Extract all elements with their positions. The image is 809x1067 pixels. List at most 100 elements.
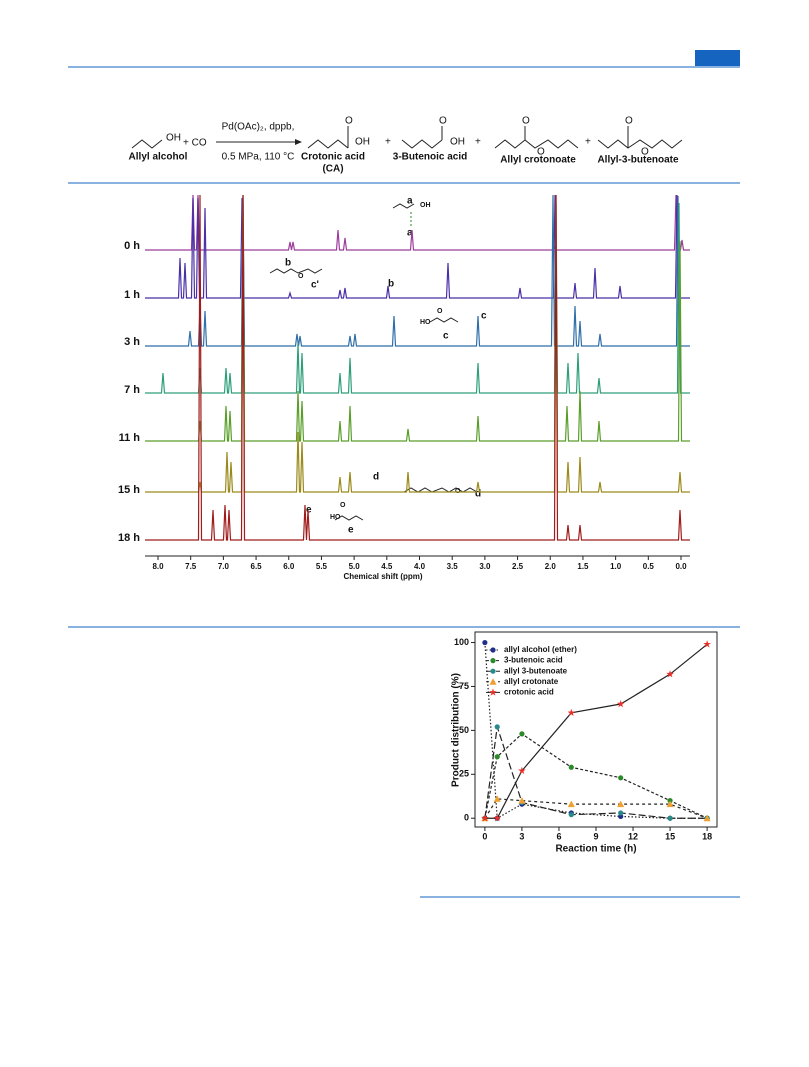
- nmr-tick-label: 7.5: [185, 562, 197, 571]
- legend-label: allyl 3-butenoate: [504, 666, 568, 675]
- marker: [618, 810, 624, 816]
- x-tick-label: 0: [482, 831, 487, 841]
- structure: [269, 268, 323, 274]
- time-label: 18 h: [118, 532, 140, 544]
- marker: [494, 754, 500, 760]
- structure: [494, 139, 579, 149]
- legend-label: crotonic acid: [504, 688, 554, 697]
- nmr-tick-label: 0.5: [643, 562, 655, 571]
- plus: +: [585, 137, 591, 148]
- marker: [519, 731, 525, 737]
- peak-labels: a a OH b b O c' c HO O c d O d e HO O e: [285, 196, 487, 536]
- nmr-tick-label: 2.5: [512, 562, 524, 571]
- peak-label: b: [388, 279, 394, 290]
- marker: [482, 639, 488, 646]
- series-line: [484, 798, 708, 819]
- peak-label: d: [373, 472, 379, 483]
- time-label: 15 h: [118, 484, 140, 496]
- x-tick-label: 18: [702, 831, 712, 841]
- marker: [703, 640, 711, 648]
- atom: HO: [420, 319, 431, 326]
- compound-label: Allyl crotonoate: [500, 155, 576, 166]
- peak-label: e: [306, 505, 312, 516]
- marker: [618, 775, 624, 781]
- legend-marker: [490, 658, 496, 664]
- spectrum-trace: [145, 194, 690, 347]
- atom: O: [345, 116, 353, 127]
- y-tick-label: 75: [459, 681, 469, 691]
- nmr-tick-label: 8.0: [152, 562, 164, 571]
- atom: O: [439, 116, 447, 127]
- x-axis-title: Reaction time (h): [555, 844, 636, 855]
- peak-label: c: [481, 311, 487, 322]
- marker: [667, 798, 673, 804]
- legend-marker: [490, 668, 496, 674]
- marker: [568, 812, 574, 818]
- structure: [334, 515, 364, 521]
- nmr-tick-label: 6.5: [251, 562, 263, 571]
- marker: [616, 700, 625, 708]
- legend-label: allyl alcohol (ether): [504, 645, 577, 654]
- marker: [481, 814, 489, 822]
- x-tick-label: 12: [628, 831, 638, 841]
- x-tick-label: 6: [556, 831, 561, 841]
- peak-label: c': [311, 280, 319, 291]
- compound-label: Crotonic acid: [301, 152, 365, 163]
- nmr-tick-label: 3.5: [447, 562, 459, 571]
- nmr-tick-label: 7.0: [218, 562, 230, 571]
- x-tick-label: 3: [519, 831, 524, 841]
- structure: [597, 139, 683, 149]
- atom: O: [437, 308, 443, 315]
- nmr-tick-label: 3.0: [479, 562, 491, 571]
- legend-marker: [489, 678, 497, 685]
- conditions: Pd(OAc)₂, dppb,: [222, 122, 295, 133]
- marker: [666, 670, 674, 678]
- structure: [131, 139, 163, 149]
- time-label: 3 h: [124, 336, 140, 348]
- atom: O: [641, 147, 649, 158]
- marker: [518, 797, 526, 804]
- time-label: 11 h: [119, 432, 141, 444]
- marker: [494, 724, 500, 730]
- nmr-axis-title: Chemical shift (ppm): [343, 572, 422, 581]
- nmr-tick-label: 4.0: [414, 562, 426, 571]
- y-tick-label: 0: [464, 813, 469, 823]
- compound-label: Allyl alcohol: [129, 152, 188, 163]
- legend-label: 3-butenoic acid: [504, 656, 563, 665]
- arrowhead: [295, 139, 302, 145]
- plus: +: [475, 137, 481, 148]
- atom: O: [625, 116, 633, 127]
- nmr-tick-label: 4.5: [381, 562, 393, 571]
- atom: OH: [450, 137, 465, 148]
- peak-label: a: [407, 228, 413, 239]
- atom: O: [522, 116, 530, 127]
- marker: [666, 800, 674, 808]
- structure: [307, 139, 349, 149]
- structure: [403, 487, 478, 493]
- reagent: + CO: [183, 138, 207, 149]
- atom: OH: [355, 137, 370, 148]
- marker: [567, 800, 575, 808]
- y-tick-label: 25: [459, 769, 469, 779]
- marker: [568, 764, 574, 770]
- legend-marker: [489, 688, 497, 696]
- spectrum-trace: [145, 194, 690, 493]
- atom: O: [340, 502, 346, 509]
- reaction-scheme: OH + CO Pd(OAc)₂, dppb, 0.5 MPa, 110 °C …: [129, 116, 683, 175]
- compound-label: 3-Butenoic acid: [393, 152, 467, 163]
- atom: O: [455, 488, 461, 495]
- nmr-tick-label: 5.0: [349, 562, 361, 571]
- peak-label: c: [443, 331, 449, 342]
- compound-label: Allyl-3-butenoate: [597, 155, 679, 166]
- atom: OH: [420, 202, 431, 209]
- atom: OH: [166, 133, 181, 144]
- y-tick-label: 50: [459, 725, 469, 735]
- nmr-tick-label: 1.5: [577, 562, 589, 571]
- structure: [401, 139, 443, 149]
- marker: [703, 814, 711, 822]
- nmr-figure: Chemical shift (ppm) a a OH b b O c' c H…: [118, 194, 690, 581]
- marker: [493, 814, 501, 822]
- marker: [617, 800, 625, 808]
- peak-label: d: [475, 489, 481, 500]
